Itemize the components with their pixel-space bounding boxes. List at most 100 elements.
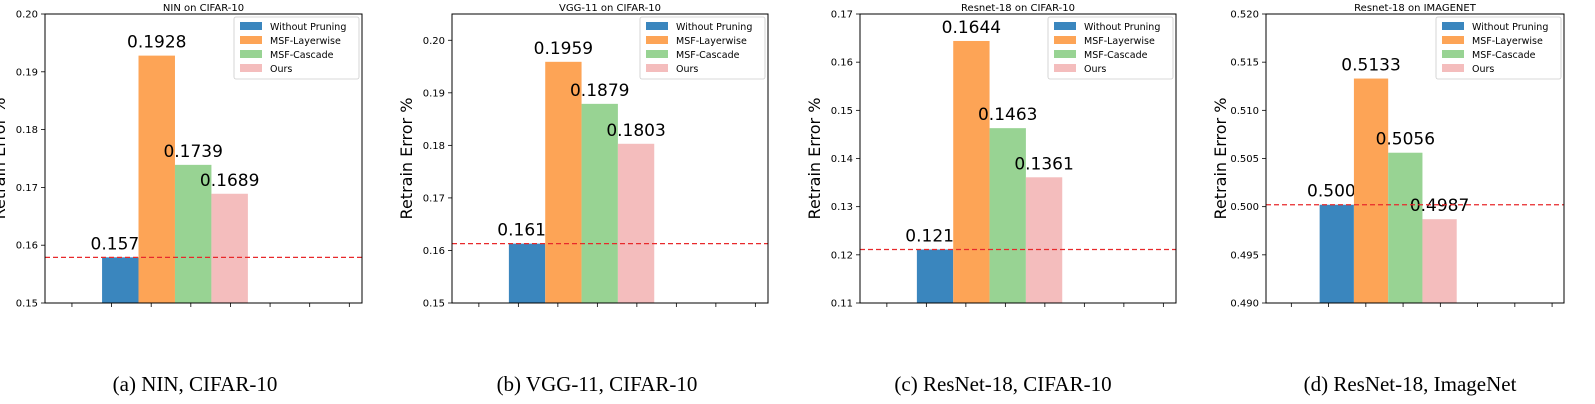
y-tick-label: 0.15 bbox=[831, 106, 853, 117]
axes-frame bbox=[1265, 13, 1565, 304]
y-tick-label: 0.16 bbox=[831, 58, 853, 69]
y-tick-label: 0.16 bbox=[423, 246, 445, 257]
legend-label-msf-cascade: MSF-Cascade bbox=[1472, 50, 1536, 61]
y-tick-label: 0.14 bbox=[831, 154, 853, 165]
data-label-ours: 0.1689 bbox=[200, 171, 259, 191]
legend: Without Pruning MSF-Layerwise MSF-Cascade O… bbox=[639, 16, 766, 80]
y-tick-label: 0.19 bbox=[423, 88, 445, 99]
legend-swatch-ours bbox=[646, 64, 668, 72]
legend-label-msf-layerwise: MSF-Layerwise bbox=[1084, 36, 1155, 47]
data-label-msf-layerwise: 0.1959 bbox=[534, 39, 593, 59]
legend-swatch-without-pruning bbox=[1442, 22, 1464, 30]
y-tick-label: 0.16 bbox=[16, 241, 38, 252]
legend-swatch-msf-layerwise bbox=[1442, 36, 1464, 44]
axes-frame bbox=[859, 13, 1177, 304]
legend-label-without-pruning: Without Pruning bbox=[270, 22, 346, 33]
bar-without-pruning bbox=[916, 249, 954, 303]
bar-ours bbox=[617, 143, 655, 303]
bar-ours bbox=[211, 193, 248, 303]
legend-label-ours: Ours bbox=[1084, 64, 1106, 75]
y-tick-label: 0.20 bbox=[16, 10, 38, 21]
legend-label-ours: Ours bbox=[1472, 64, 1494, 75]
legend-label-ours: Ours bbox=[270, 64, 292, 75]
bar-msf-cascade bbox=[1388, 152, 1423, 303]
data-label-ours: 0.4987 bbox=[1410, 196, 1469, 216]
bar-msf-layerwise bbox=[1353, 78, 1389, 303]
y-tick-label: 0.510 bbox=[1230, 106, 1259, 117]
y-axis-label: Retrain Error % bbox=[0, 98, 9, 220]
legend-swatch-msf-cascade bbox=[240, 50, 262, 58]
legend-swatch-msf-layerwise bbox=[1054, 36, 1076, 44]
legend: Without Pruning MSF-Layerwise MSF-Cascade O… bbox=[1047, 16, 1174, 80]
legend-label-without-pruning: Without Pruning bbox=[1084, 22, 1160, 33]
y-axis-label: Retrain Error % bbox=[397, 98, 416, 220]
y-tick-label: 0.515 bbox=[1230, 58, 1259, 69]
legend-label-msf-layerwise: MSF-Layerwise bbox=[676, 36, 747, 47]
figure-caption: (a) NIN, CIFAR-10 bbox=[113, 372, 278, 396]
chart-panel-2: VGG-11 on CIFAR-10 0.15 0.16 0.17 0.18 0.19 0.… bbox=[397, 3, 769, 396]
legend-label-msf-layerwise: MSF-Layerwise bbox=[1472, 36, 1543, 47]
legend-label-msf-cascade: MSF-Cascade bbox=[1084, 50, 1148, 61]
legend-label-msf-cascade: MSF-Cascade bbox=[676, 50, 740, 61]
data-label-msf-layerwise: 0.1644 bbox=[942, 18, 1001, 38]
axes-frame bbox=[44, 13, 363, 304]
legend: Without Pruning MSF-Layerwise MSF-Cascade O… bbox=[1435, 16, 1562, 80]
legend-label-msf-cascade: MSF-Cascade bbox=[270, 50, 334, 61]
bar-ours bbox=[1025, 177, 1063, 303]
bar-without-pruning bbox=[508, 243, 546, 303]
legend-box bbox=[1047, 16, 1174, 80]
legend-swatch-without-pruning bbox=[646, 22, 668, 30]
legend-box bbox=[233, 16, 360, 80]
legend-swatch-ours bbox=[1054, 64, 1076, 72]
data-label-msf-layerwise: 0.5133 bbox=[1341, 56, 1400, 76]
data-label-msf-cascade: 0.1739 bbox=[163, 142, 222, 162]
data-label-without-pruning: 0.1579 bbox=[91, 234, 150, 254]
legend: Without Pruning MSF-Layerwise MSF-Cascade O… bbox=[233, 16, 360, 80]
legend-label-ours: Ours bbox=[676, 64, 698, 75]
y-tick-label: 0.13 bbox=[831, 202, 853, 213]
chart-panel-3: Resnet-18 on CIFAR-10 0.11 0.12 0.13 0.14 0.1… bbox=[805, 3, 1177, 396]
data-label-msf-layerwise: 0.1928 bbox=[127, 33, 186, 53]
legend-swatch-ours bbox=[240, 64, 262, 72]
legend-box bbox=[639, 16, 766, 80]
y-tick-label: 0.495 bbox=[1230, 250, 1259, 261]
y-tick-label: 0.19 bbox=[16, 67, 38, 78]
chart-panel-4: Resnet-18 on IMAGENET 0.490 0.495 0.500 0.50… bbox=[1211, 3, 1565, 396]
chart-title: VGG-11 on CIFAR-10 bbox=[559, 3, 661, 14]
legend-label-without-pruning: Without Pruning bbox=[1472, 22, 1548, 33]
y-tick-label: 0.17 bbox=[831, 10, 853, 21]
data-label-msf-cascade: 0.1463 bbox=[978, 105, 1037, 125]
chart-panel-1: NIN on CIFAR-10 0.15 0.16 0.17 0.18 0.19 0.20 R… bbox=[0, 3, 363, 396]
axes-frame bbox=[451, 13, 769, 304]
y-tick-label: 0.18 bbox=[16, 125, 38, 136]
chart-title: NIN on CIFAR-10 bbox=[163, 3, 244, 14]
legend-box bbox=[1435, 16, 1562, 80]
legend-label-without-pruning: Without Pruning bbox=[676, 22, 752, 33]
y-tick-label: 0.15 bbox=[16, 299, 38, 310]
data-label-ours: 0.1361 bbox=[1014, 154, 1073, 174]
bar-msf-layerwise bbox=[545, 61, 582, 304]
y-tick-label: 0.520 bbox=[1230, 10, 1259, 21]
legend-swatch-without-pruning bbox=[1054, 22, 1076, 30]
y-axis-label: Retrain Error % bbox=[1211, 98, 1230, 220]
y-tick-label: 0.18 bbox=[423, 141, 445, 152]
bar-msf-cascade bbox=[581, 103, 618, 304]
data-label-without-pruning: 0.1211 bbox=[905, 227, 964, 247]
y-tick-label: 0.12 bbox=[831, 250, 853, 261]
legend-swatch-msf-layerwise bbox=[240, 36, 262, 44]
y-tick-label: 0.500 bbox=[1230, 202, 1259, 213]
legend-label-msf-layerwise: MSF-Layerwise bbox=[270, 36, 341, 47]
legend-swatch-without-pruning bbox=[240, 22, 262, 30]
data-label-msf-cascade: 0.1879 bbox=[570, 81, 629, 101]
bar-msf-cascade bbox=[989, 128, 1026, 303]
y-tick-label: 0.11 bbox=[831, 299, 853, 310]
legend-swatch-ours bbox=[1442, 64, 1464, 72]
legend-swatch-msf-cascade bbox=[1442, 50, 1464, 58]
data-label-msf-cascade: 0.5056 bbox=[1376, 130, 1435, 150]
y-tick-label: 0.15 bbox=[423, 299, 445, 310]
figure-caption: (d) ResNet-18, ImageNet bbox=[1304, 372, 1517, 396]
legend-swatch-msf-layerwise bbox=[646, 36, 668, 44]
y-tick-label: 0.17 bbox=[16, 183, 38, 194]
bar-msf-layerwise bbox=[138, 55, 175, 304]
